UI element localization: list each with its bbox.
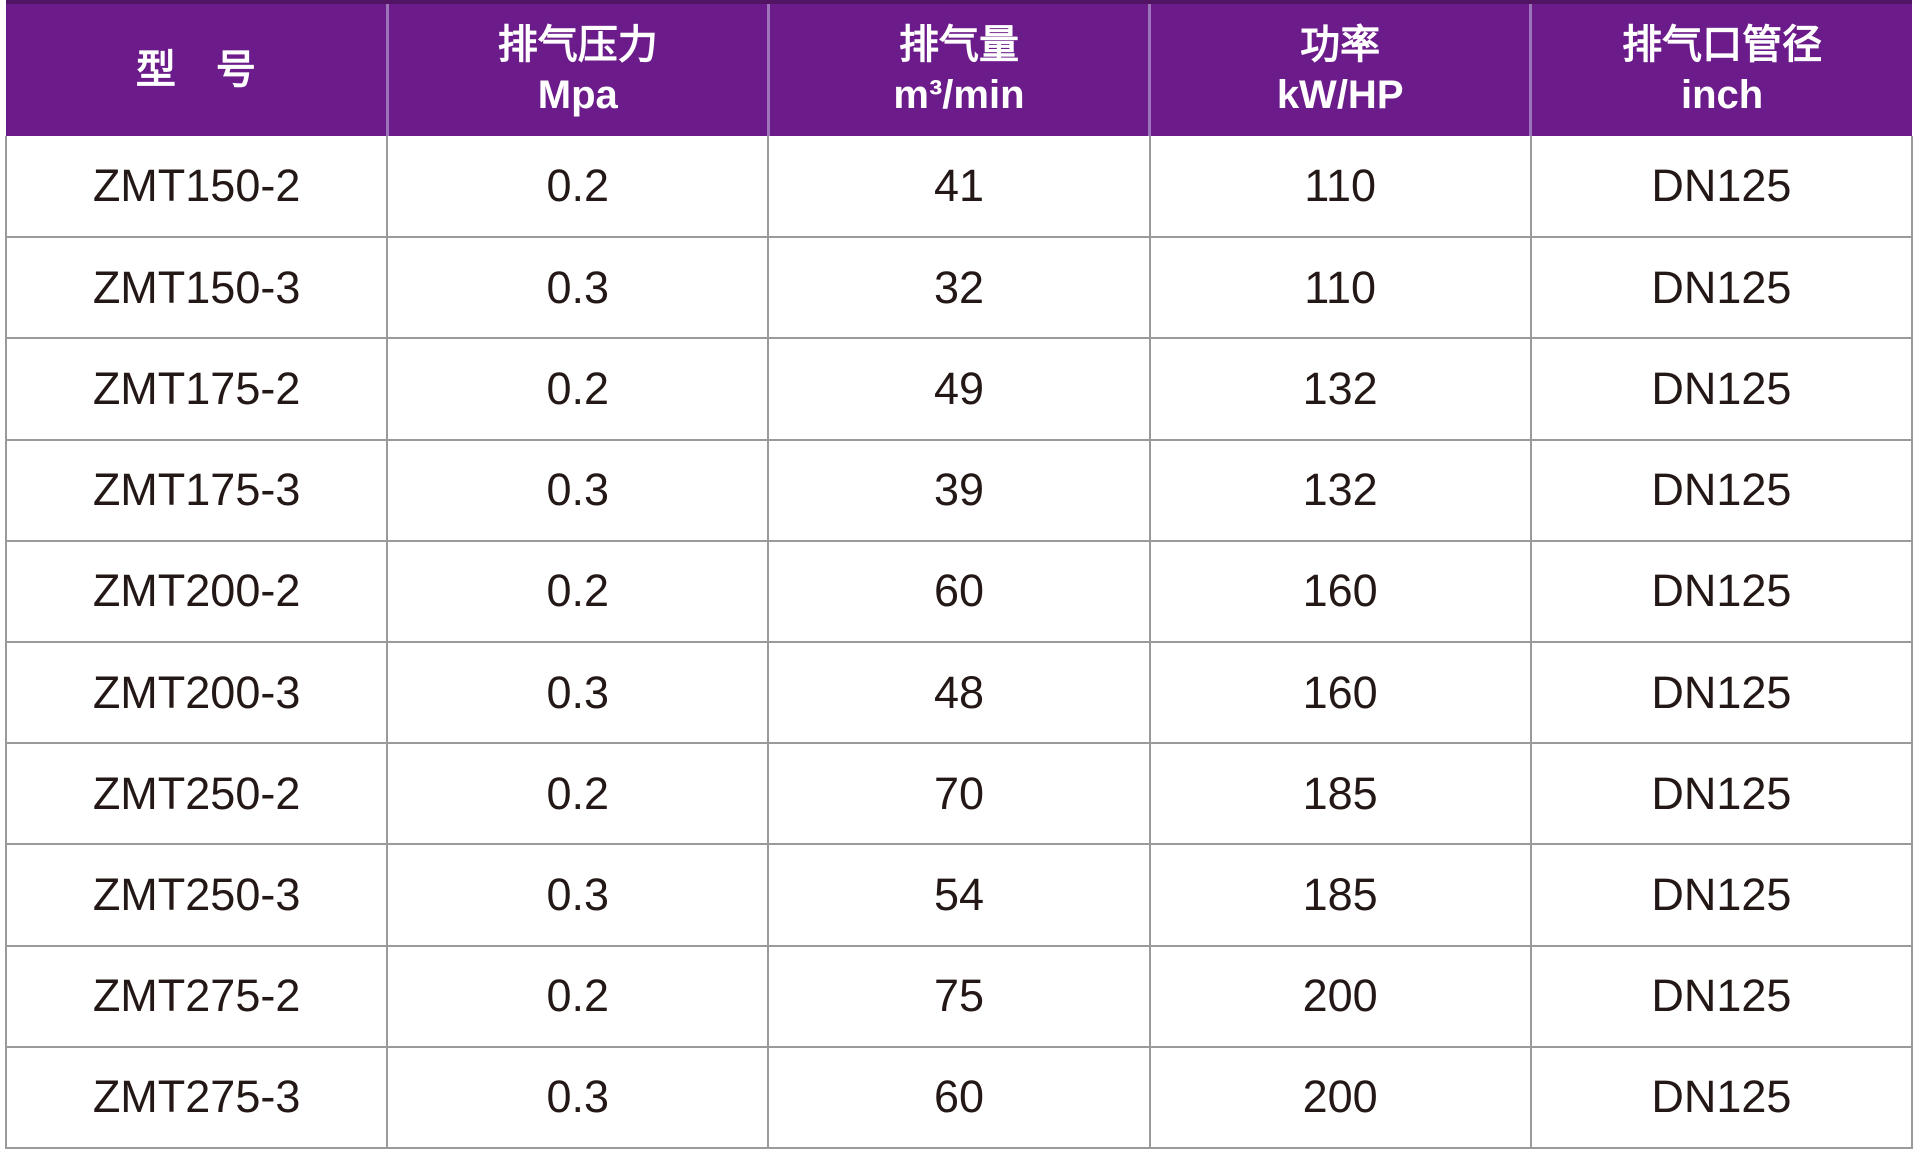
- cell-model: ZMT275-2: [4, 944, 389, 1048]
- cell-pressure: 0.2: [386, 136, 770, 239]
- cell-volume: 32: [767, 236, 1151, 340]
- cell-outlet: DN125: [1529, 1045, 1914, 1150]
- spec-table: 型 号 排气压力 Mpa 排气量 m³/min 功率 kW/HP 排气口管径: [4, 0, 1914, 1150]
- cell-power: 185: [1148, 843, 1532, 947]
- cell-model: ZMT250-2: [4, 742, 389, 846]
- header-cell-volume: 排气量 m³/min: [766, 0, 1150, 136]
- cell-power: 110: [1148, 236, 1532, 340]
- table-row: ZMT150-2 0.2 41 110 DN125: [4, 136, 1914, 239]
- cell-outlet: DN125: [1529, 944, 1914, 1048]
- cell-volume: 60: [767, 539, 1151, 643]
- cell-model: ZMT175-2: [4, 337, 389, 441]
- header-cell-model: 型 号: [6, 0, 388, 136]
- cell-pressure: 0.3: [386, 236, 770, 340]
- cell-pressure: 0.3: [386, 640, 770, 745]
- table-body: ZMT150-2 0.2 41 110 DN125 ZMT150-3 0.3 3…: [4, 136, 1914, 1150]
- cell-power: 160: [1148, 539, 1532, 643]
- header-model-label: 型 号: [135, 48, 256, 92]
- table-row: ZMT250-2 0.2 70 185 DN125: [4, 742, 1914, 846]
- cell-power: 200: [1148, 944, 1532, 1048]
- header-cell-power: 功率 kW/HP: [1148, 0, 1531, 136]
- cell-power: 110: [1148, 136, 1532, 239]
- header-volume-unit: m³/min: [893, 73, 1025, 117]
- cell-pressure: 0.2: [386, 337, 770, 441]
- cell-outlet: DN125: [1529, 236, 1914, 340]
- header-cell-outlet: 排气口管径 inch: [1529, 0, 1912, 136]
- header-power-label: 功率: [1300, 23, 1381, 67]
- cell-pressure: 0.3: [386, 438, 770, 542]
- header-power-unit: kW/HP: [1276, 73, 1404, 117]
- cell-outlet: DN125: [1529, 438, 1914, 542]
- header-volume-label: 排气量: [898, 23, 1019, 67]
- header-row: 型 号 排气压力 Mpa 排气量 m³/min 功率 kW/HP 排气口管径: [6, 0, 1912, 136]
- cell-model: ZMT150-2: [4, 136, 389, 239]
- cell-model: ZMT275-3: [4, 1045, 389, 1150]
- cell-model: ZMT200-3: [4, 640, 389, 745]
- cell-volume: 39: [767, 438, 1151, 542]
- cell-pressure: 0.2: [386, 742, 770, 846]
- cell-outlet: DN125: [1529, 539, 1914, 643]
- header-outlet-unit: inch: [1681, 73, 1764, 117]
- table-row: ZMT275-2 0.2 75 200 DN125: [4, 944, 1914, 1048]
- header-cell-pressure: 排气压力 Mpa: [385, 0, 769, 136]
- cell-model: ZMT250-3: [4, 843, 389, 947]
- table-row: ZMT175-3 0.3 39 132 DN125: [4, 438, 1914, 542]
- cell-outlet: DN125: [1529, 136, 1914, 239]
- table-row: ZMT250-3 0.3 54 185 DN125: [4, 843, 1914, 947]
- cell-volume: 49: [767, 337, 1151, 441]
- cell-volume: 60: [767, 1045, 1151, 1150]
- cell-model: ZMT175-3: [4, 438, 389, 542]
- cell-power: 200: [1148, 1045, 1532, 1150]
- header-outlet-label: 排气口管径: [1622, 23, 1823, 67]
- cell-outlet: DN125: [1529, 742, 1914, 846]
- cell-outlet: DN125: [1529, 337, 1914, 441]
- header-pressure-unit: Mpa: [537, 73, 618, 117]
- table-row: ZMT200-3 0.3 48 160 DN125: [4, 640, 1914, 745]
- cell-power: 132: [1148, 438, 1532, 542]
- cell-pressure: 0.2: [386, 944, 770, 1048]
- table-row: ZMT175-2 0.2 49 132 DN125: [4, 337, 1914, 441]
- cell-outlet: DN125: [1529, 640, 1914, 745]
- table-row: ZMT200-2 0.2 60 160 DN125: [4, 539, 1914, 643]
- cell-outlet: DN125: [1529, 843, 1914, 947]
- table-header: 型 号 排气压力 Mpa 排气量 m³/min 功率 kW/HP 排气口管径: [6, 0, 1912, 136]
- cell-power: 185: [1148, 742, 1532, 846]
- cell-volume: 41: [767, 136, 1151, 239]
- cell-volume: 75: [767, 944, 1151, 1048]
- header-pressure-label: 排气压力: [497, 23, 658, 67]
- cell-pressure: 0.3: [386, 843, 770, 947]
- table-row: ZMT150-3 0.3 32 110 DN125: [4, 236, 1914, 340]
- spec-table-container: 型 号 排气压力 Mpa 排气量 m³/min 功率 kW/HP 排气口管径: [4, 0, 1914, 1150]
- cell-model: ZMT200-2: [4, 539, 389, 643]
- cell-pressure: 0.2: [386, 539, 770, 643]
- cell-pressure: 0.3: [386, 1045, 770, 1150]
- cell-volume: 48: [767, 640, 1151, 745]
- cell-volume: 70: [767, 742, 1151, 846]
- cell-power: 160: [1148, 640, 1532, 745]
- table-row: ZMT275-3 0.3 60 200 DN125: [4, 1045, 1914, 1150]
- cell-volume: 54: [767, 843, 1151, 947]
- cell-model: ZMT150-3: [4, 236, 389, 340]
- cell-power: 132: [1148, 337, 1532, 441]
